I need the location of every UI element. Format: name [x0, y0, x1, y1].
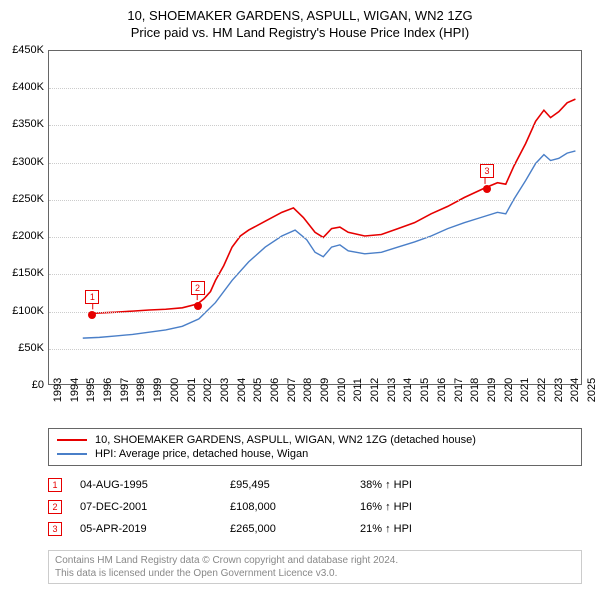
x-axis-label: 2020 [503, 378, 515, 402]
gridline [49, 237, 581, 238]
sales-row: 2 07-DEC-2001 £108,000 16% ↑ HPI [48, 496, 582, 518]
sale-point-dot [88, 311, 96, 319]
gridline [49, 200, 581, 201]
sale-point-marker: 1 [85, 290, 99, 304]
sale-marker-icon: 2 [48, 500, 62, 514]
y-axis-label: £100K [12, 305, 44, 317]
y-axis-label: £0 [32, 379, 44, 391]
sale-price: £108,000 [230, 501, 360, 513]
x-axis-label: 1993 [52, 378, 64, 402]
sales-row: 3 05-APR-2019 £265,000 21% ↑ HPI [48, 518, 582, 540]
x-axis-label: 2022 [536, 378, 548, 402]
x-axis-label: 2023 [553, 378, 565, 402]
y-axis-label: £150K [12, 267, 44, 279]
line-series-svg [49, 51, 581, 384]
x-axis-label: 2001 [186, 378, 198, 402]
legend-item-hpi: HPI: Average price, detached house, Wiga… [57, 447, 573, 461]
x-axis-label: 2003 [219, 378, 231, 402]
y-axis-label: £50K [18, 342, 44, 354]
gridline [49, 163, 581, 164]
x-axis-label: 2013 [386, 378, 398, 402]
sale-price: £265,000 [230, 523, 360, 535]
x-axis-label: 2016 [436, 378, 448, 402]
attribution-footer: Contains HM Land Registry data © Crown c… [48, 550, 582, 584]
x-axis-label: 2011 [352, 378, 364, 402]
sale-delta: 16% ↑ HPI [360, 501, 480, 513]
x-axis-label: 2004 [236, 378, 248, 402]
gridline [49, 349, 581, 350]
sale-point-marker: 2 [191, 281, 205, 295]
x-axis-label: 2014 [402, 378, 414, 402]
x-axis-label: 2007 [286, 378, 298, 402]
sale-date: 04-AUG-1995 [80, 479, 230, 491]
sale-date: 07-DEC-2001 [80, 501, 230, 513]
sale-point-dot [483, 185, 491, 193]
gridline [49, 88, 581, 89]
x-axis-label: 1996 [102, 378, 114, 402]
chart-subtitle: Price paid vs. HM Land Registry's House … [0, 25, 600, 40]
gridline [49, 274, 581, 275]
x-axis-label: 2024 [569, 378, 581, 402]
title-block: 10, SHOEMAKER GARDENS, ASPULL, WIGAN, WN… [0, 0, 600, 40]
x-axis-label: 1994 [69, 378, 81, 402]
x-axis-label: 2021 [519, 378, 531, 402]
legend-swatch [57, 453, 87, 455]
legend: 10, SHOEMAKER GARDENS, ASPULL, WIGAN, WN… [48, 428, 582, 466]
x-axis-label: 1999 [152, 378, 164, 402]
sale-price: £95,495 [230, 479, 360, 491]
chart-title: 10, SHOEMAKER GARDENS, ASPULL, WIGAN, WN… [0, 8, 600, 23]
x-axis-label: 2000 [169, 378, 181, 402]
sale-marker-icon: 3 [48, 522, 62, 536]
gridline [49, 312, 581, 313]
x-axis-label: 2019 [486, 378, 498, 402]
x-axis-label: 2010 [336, 378, 348, 402]
x-axis-label: 2018 [469, 378, 481, 402]
sale-delta: 38% ↑ HPI [360, 479, 480, 491]
sale-point-marker: 3 [480, 164, 494, 178]
series-line-property [93, 99, 576, 313]
chart-container: 10, SHOEMAKER GARDENS, ASPULL, WIGAN, WN… [0, 0, 600, 590]
x-axis-label: 2009 [319, 378, 331, 402]
y-axis-label: £400K [12, 81, 44, 93]
x-axis-label: 1998 [135, 378, 147, 402]
footer-line: This data is licensed under the Open Gov… [55, 567, 575, 580]
sale-marker-icon: 1 [48, 478, 62, 492]
legend-label: HPI: Average price, detached house, Wiga… [95, 448, 308, 460]
x-axis-label: 2002 [202, 378, 214, 402]
x-axis-label: 2008 [302, 378, 314, 402]
legend-swatch [57, 439, 87, 441]
y-axis-label: £200K [12, 230, 44, 242]
y-axis-label: £250K [12, 193, 44, 205]
x-axis-label: 2017 [453, 378, 465, 402]
x-axis-label: 2025 [586, 378, 598, 402]
x-axis-label: 2006 [269, 378, 281, 402]
sale-point-dot [194, 302, 202, 310]
legend-label: 10, SHOEMAKER GARDENS, ASPULL, WIGAN, WN… [95, 434, 476, 446]
x-axis-label: 2015 [419, 378, 431, 402]
sale-delta: 21% ↑ HPI [360, 523, 480, 535]
sale-date: 05-APR-2019 [80, 523, 230, 535]
legend-item-property: 10, SHOEMAKER GARDENS, ASPULL, WIGAN, WN… [57, 433, 573, 447]
sales-row: 1 04-AUG-1995 £95,495 38% ↑ HPI [48, 474, 582, 496]
gridline [49, 125, 581, 126]
x-axis-label: 1995 [85, 378, 97, 402]
x-axis-label: 1997 [119, 378, 131, 402]
y-axis-label: £350K [12, 118, 44, 130]
sales-table: 1 04-AUG-1995 £95,495 38% ↑ HPI 2 07-DEC… [48, 474, 582, 540]
y-axis-label: £300K [12, 156, 44, 168]
x-axis-label: 2012 [369, 378, 381, 402]
y-axis-label: £450K [12, 44, 44, 56]
plot-area: 1 2 3 [48, 50, 582, 385]
footer-line: Contains HM Land Registry data © Crown c… [55, 554, 575, 567]
x-axis-label: 2005 [252, 378, 264, 402]
